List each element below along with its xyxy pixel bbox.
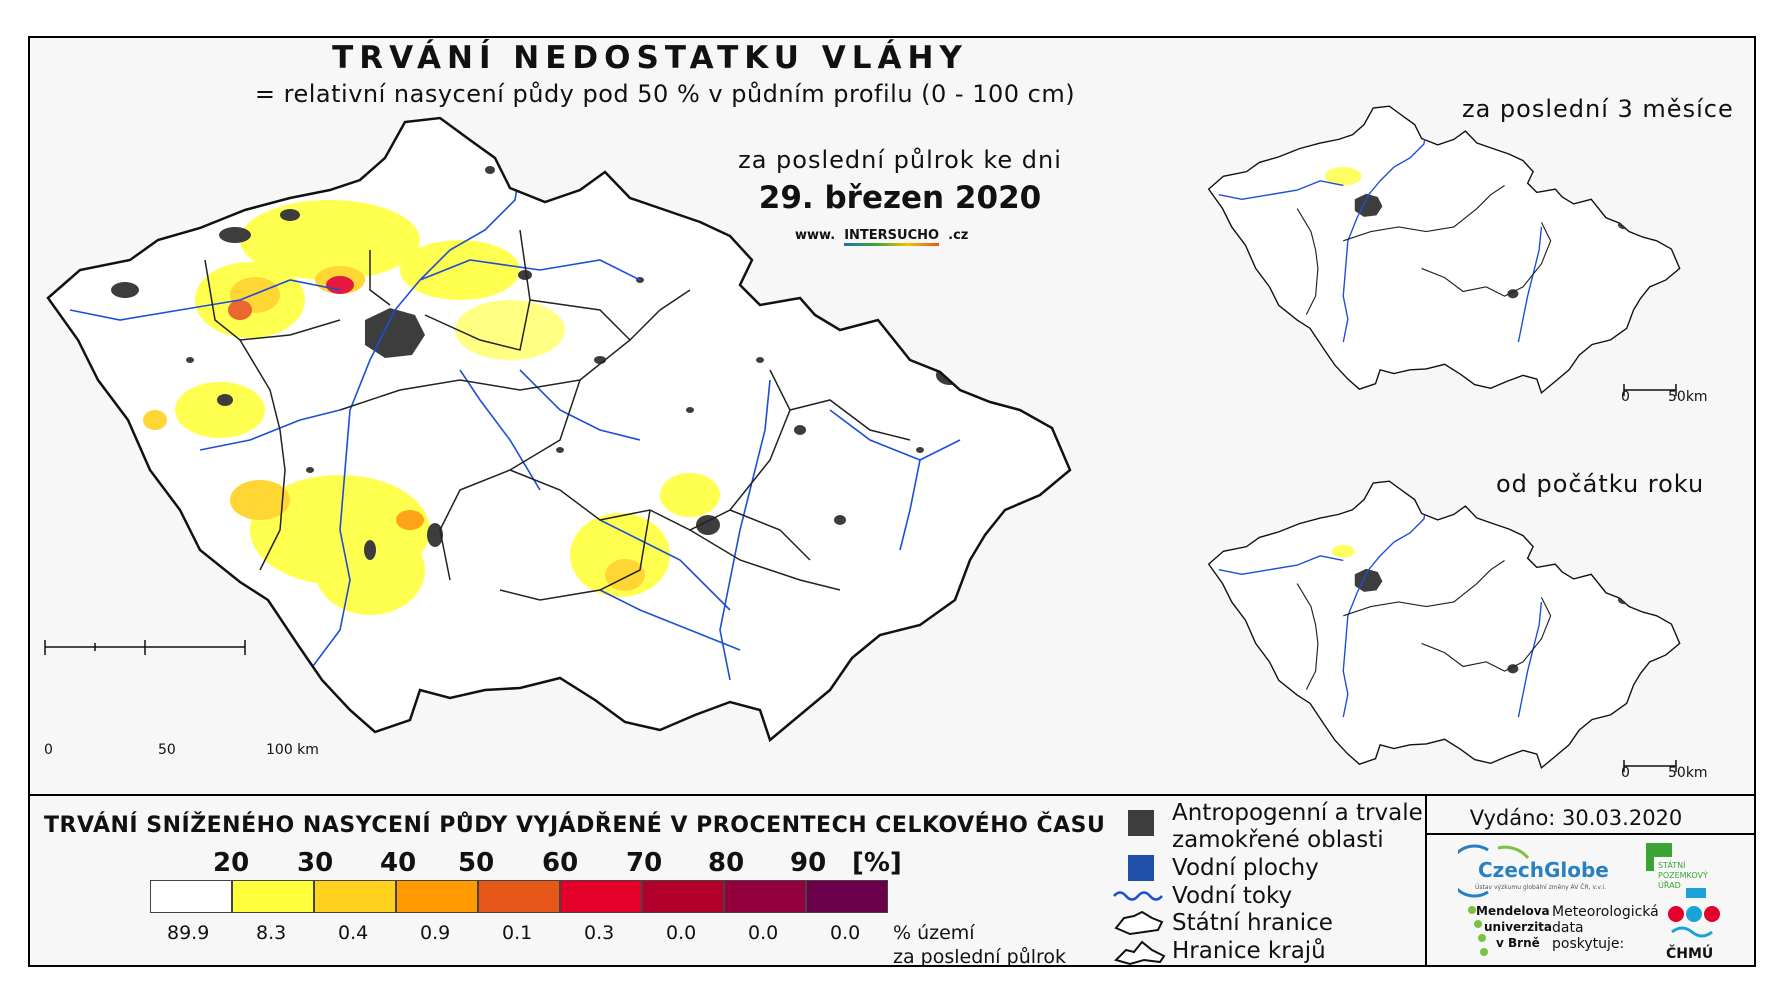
legend-unit: [%] [852,848,902,878]
legend-swatch-8 [724,880,806,913]
legend-share-caption-2: za poslední půlrok [893,946,1067,968]
legend-threshold-40: 40 [380,848,417,878]
main-map-content [69,139,964,681]
spu-logo-text-1: STÁTNÍ [1658,861,1686,870]
legend-title: TRVÁNÍ SNÍŽENÉHO NASYCENÍ PŮDY VYJÁDŘENÉ… [44,813,1106,838]
spu-logo-text-3: ÚŘAD [1658,881,1681,890]
legend-share-6: 0.3 [584,922,615,944]
legend-threshold-20: 20 [213,848,250,878]
legend-swatch-2 [232,880,314,913]
map-date: 29. březen 2020 [758,180,1042,216]
legend-swatch-5 [478,880,560,913]
legend-share-2: 8.3 [256,922,287,944]
inset2-scale-bar [1623,760,1677,772]
inset1-scale-label-50: 50km [1668,389,1708,405]
legend-share-4: 0.9 [420,922,451,944]
czechglobe-logo-text: CzechGlobe [1478,858,1609,882]
legend-threshold-70: 70 [626,848,663,878]
chmu-logo-icon [1668,888,1720,938]
legend-swatch-7 [642,880,724,913]
legend-share-5: 0.1 [502,922,533,944]
legend-threshold-30: 30 [297,848,334,878]
legend-share-3: 0.4 [338,922,369,944]
anthropogenic-label-1: Antropogenní a trvale [1172,800,1423,826]
www-prefix: www. [795,228,836,243]
water-body-symbol [1128,855,1154,881]
rivers [69,139,961,681]
inset2-scale-label-50: 50km [1668,765,1708,781]
issued-date: Vydáno: 30.03.2020 [1469,806,1683,830]
period-label: za poslední půlrok ke dni [738,146,1062,174]
mendelu-text-3: v Brně [1496,936,1540,950]
spu-logo-text-2: POZEMKOVÝ [1658,871,1708,880]
legend-share-7: 0.0 [666,922,697,944]
anthropogenic-symbol [1128,810,1154,836]
water-bodies-label: Vodní plochy [1172,855,1319,881]
legend-threshold-60: 60 [542,848,579,878]
inset2-map [1207,480,1681,769]
inset2-content [1218,491,1631,718]
legend-share-1: 89.9 [167,922,210,944]
inset1-title: za poslední 3 měsíce [1462,95,1734,123]
legend-swatch-9 [806,880,888,913]
legend-threshold-80: 80 [708,848,745,878]
inset1-map [1207,105,1681,394]
river-symbol [1113,891,1163,901]
main-scale-label-50: 50 [158,742,176,758]
legend-threshold-50: 50 [458,848,495,878]
spu-logo-bar [1646,843,1654,871]
main-scale-label-100: 100 km [266,742,319,758]
inset1-scale-bar [1623,384,1677,396]
inset1-content [1218,116,1631,343]
mendelu-text-1: Mendelova [1476,904,1550,918]
inset1-scale-label-0: 0 [1621,389,1630,405]
met-data-text-2: data [1552,920,1584,936]
map-subtitle: = relativní nasycení půdy pod 50 % v půd… [254,80,1076,108]
legend-share-9: 0.0 [830,922,861,944]
legend-share-8: 0.0 [748,922,779,944]
state-border-symbol [1114,910,1164,936]
intersucho-link[interactable]: www. INTERSUCHO .cz [795,228,969,246]
rivers-label: Vodní toky [1172,883,1293,909]
met-data-text-3: poskytuje: [1552,936,1625,952]
legend-swatch-3 [314,880,396,913]
mendelu-logo-icon [1468,906,1488,956]
chmu-logo-text: ČHMÚ [1666,946,1714,962]
inset2-scale-label-0: 0 [1621,765,1630,781]
region-border-label: Hranice krajů [1172,938,1326,964]
www-suffix: .cz [948,228,969,243]
region-border-symbol [1114,940,1166,966]
czechglobe-logo-subtext: Ústav výzkumu globální změny AV ČR, v.v.… [1475,884,1606,891]
legend-swatch-4 [396,880,478,913]
inset2-title: od počátku roku [1496,470,1705,498]
mendelu-text-2: univerzita [1484,920,1553,934]
anthropogenic-label-2: zamokřené oblasti [1172,827,1384,853]
legend-swatch-1 [150,880,232,913]
main-map [44,116,1072,742]
www-brand: INTERSUCHO [844,228,940,246]
legend-swatch-6 [560,880,642,913]
state-border-label: Státní hranice [1172,910,1333,936]
inset2-territory [1207,480,1681,769]
main-scale-label-0: 0 [44,742,53,758]
legend-threshold-90: 90 [790,848,827,878]
czechglobe-logo-icon [1458,844,1530,898]
met-data-text-1: Meteorologická [1552,904,1659,920]
main-scale-bar [44,640,246,655]
inset1-territory [1207,105,1681,394]
map-title: TRVÁNÍ NEDOSTATKU VLÁHY [332,40,968,76]
region-borders [204,229,911,601]
legend-share-caption-1: % území [893,922,975,944]
